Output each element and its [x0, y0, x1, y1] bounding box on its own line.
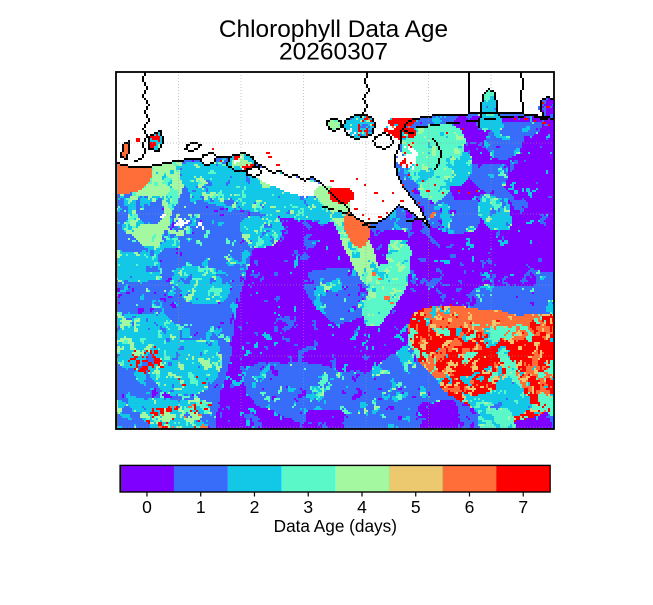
svg-text:20260307: 20260307 [279, 38, 388, 65]
svg-text:2: 2 [250, 497, 260, 517]
svg-text:Data Age (days): Data Age (days) [274, 516, 397, 536]
svg-text:Chlorophyll Data Age: Chlorophyll Data Age [219, 16, 448, 43]
svg-text:6: 6 [465, 497, 475, 517]
svg-text:5: 5 [411, 497, 421, 517]
svg-text:7: 7 [518, 497, 528, 517]
svg-text:1: 1 [196, 497, 206, 517]
svg-text:0: 0 [142, 497, 152, 517]
svg-text:4: 4 [357, 497, 367, 517]
svg-text:3: 3 [303, 497, 313, 517]
